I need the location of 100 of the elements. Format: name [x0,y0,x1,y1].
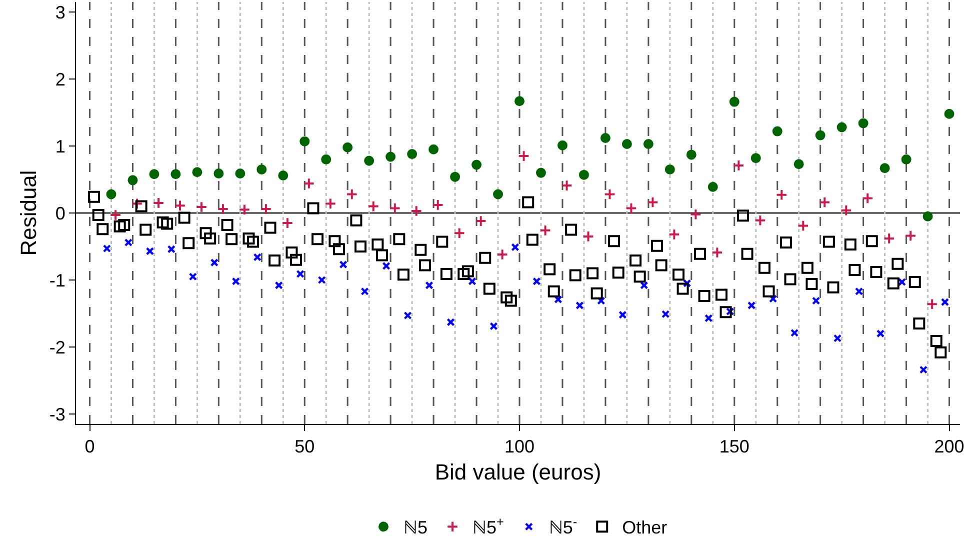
point [880,163,890,174]
x-tick-label: 0 [84,436,95,457]
point [514,96,524,106]
point [339,260,348,269]
point [539,224,552,236]
point [364,156,374,166]
y-tick-label: 1 [55,136,66,156]
point [238,204,250,216]
point [318,276,326,284]
point [232,277,240,286]
point [618,310,627,319]
point [493,189,504,200]
point [106,189,116,200]
point [790,328,799,337]
point [472,160,482,170]
point [732,160,745,172]
point [260,203,272,215]
point [256,164,267,174]
y-tick-label: -2 [49,337,66,358]
legend-label: ℕ5 [404,518,428,538]
point [815,130,826,140]
point [578,170,589,180]
point [388,202,401,214]
point [794,159,804,170]
point [922,211,933,222]
point [643,139,654,150]
point [128,175,138,186]
point [729,96,740,107]
point [683,279,692,288]
point [386,152,396,162]
y-tick-label: 2 [55,69,66,90]
point [597,296,606,305]
point [646,196,659,208]
point [382,262,390,270]
point [557,140,568,150]
y-axis-title: Residual [16,170,42,256]
point [321,154,332,164]
point [532,277,541,286]
point [704,314,713,322]
y-tick-label: -1 [49,270,66,290]
point [300,136,310,146]
point [901,154,912,164]
y-tick-label: 0 [55,203,66,224]
point [554,295,562,304]
point [425,281,434,290]
point [490,322,498,330]
point [812,296,820,305]
point [367,200,380,212]
point [278,170,288,180]
point [274,281,283,290]
point [818,196,831,208]
point [432,199,444,211]
legend-label: Other [622,518,668,538]
legend-label: ℕ5$^{-}$ [548,515,578,538]
point [883,232,895,244]
point [360,287,369,296]
point [511,243,520,252]
point [576,301,584,310]
point [496,248,508,260]
point [450,172,460,182]
point [217,203,229,215]
point [604,188,616,200]
point [622,139,632,150]
point [124,238,133,247]
point [346,188,358,200]
point [711,246,724,258]
point [167,245,176,254]
point [407,149,418,160]
point [664,164,675,174]
point [600,132,610,143]
point [110,209,122,221]
point [708,182,718,192]
x-axis-title: Bid value (euros) [434,460,602,484]
point [192,167,202,178]
point [446,318,455,326]
point [640,281,648,290]
point [840,204,852,216]
point [474,215,487,227]
point [747,301,756,310]
x-tick-label: 150 [719,436,750,457]
point [754,214,766,226]
point [833,334,842,342]
point [468,277,476,286]
point [876,329,885,338]
point [662,310,670,318]
point [131,198,143,210]
point [149,169,160,180]
point [686,150,696,160]
point [836,122,847,132]
point [858,118,868,128]
point [428,144,439,154]
x-tick-label: 50 [294,436,315,457]
point [410,205,422,217]
point [303,178,315,190]
point [768,294,778,303]
point [146,247,154,256]
point [625,202,638,214]
point [797,220,810,232]
point [102,244,112,253]
point [518,150,530,162]
